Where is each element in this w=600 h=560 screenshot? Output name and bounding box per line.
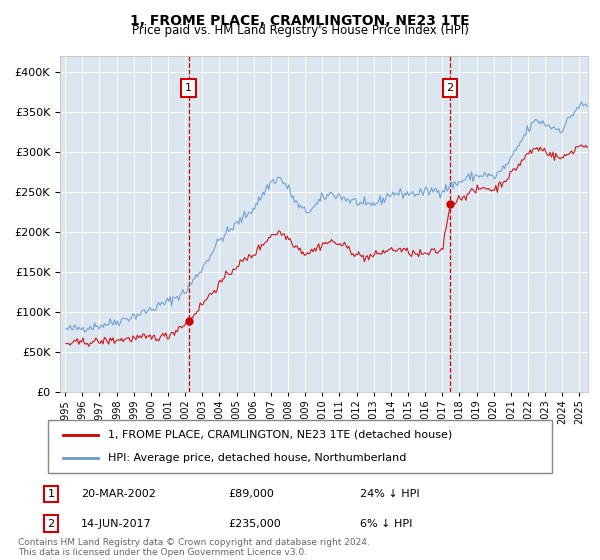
- Text: 1: 1: [185, 83, 192, 93]
- Text: £235,000: £235,000: [228, 519, 281, 529]
- Text: £89,000: £89,000: [228, 489, 274, 499]
- Text: 1, FROME PLACE, CRAMLINGTON, NE23 1TE (detached house): 1, FROME PLACE, CRAMLINGTON, NE23 1TE (d…: [109, 430, 453, 440]
- FancyBboxPatch shape: [48, 420, 552, 473]
- Text: HPI: Average price, detached house, Northumberland: HPI: Average price, detached house, Nort…: [109, 453, 407, 463]
- Text: 20-MAR-2002: 20-MAR-2002: [81, 489, 156, 499]
- Text: 1, FROME PLACE, CRAMLINGTON, NE23 1TE: 1, FROME PLACE, CRAMLINGTON, NE23 1TE: [130, 14, 470, 28]
- Text: 1: 1: [47, 489, 55, 499]
- Text: 2: 2: [446, 83, 454, 93]
- Text: Price paid vs. HM Land Registry's House Price Index (HPI): Price paid vs. HM Land Registry's House …: [131, 24, 469, 37]
- Text: 2: 2: [47, 519, 55, 529]
- Text: Contains HM Land Registry data © Crown copyright and database right 2024.
This d: Contains HM Land Registry data © Crown c…: [18, 538, 370, 557]
- Text: 6% ↓ HPI: 6% ↓ HPI: [360, 519, 412, 529]
- Text: 24% ↓ HPI: 24% ↓ HPI: [360, 489, 419, 499]
- Text: 14-JUN-2017: 14-JUN-2017: [81, 519, 152, 529]
